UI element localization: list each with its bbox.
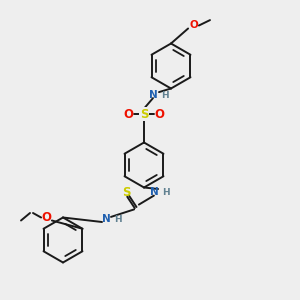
- Text: S: S: [140, 107, 148, 121]
- Text: O: O: [41, 211, 52, 224]
- Text: H: H: [114, 215, 122, 224]
- Text: O: O: [189, 20, 198, 31]
- Text: S: S: [122, 186, 130, 199]
- Text: O: O: [154, 107, 165, 121]
- Text: O: O: [123, 107, 134, 121]
- Text: N: N: [102, 214, 111, 224]
- Text: N: N: [149, 187, 158, 197]
- Text: H: H: [162, 188, 170, 197]
- Text: N: N: [148, 89, 158, 100]
- Text: H: H: [161, 91, 169, 100]
